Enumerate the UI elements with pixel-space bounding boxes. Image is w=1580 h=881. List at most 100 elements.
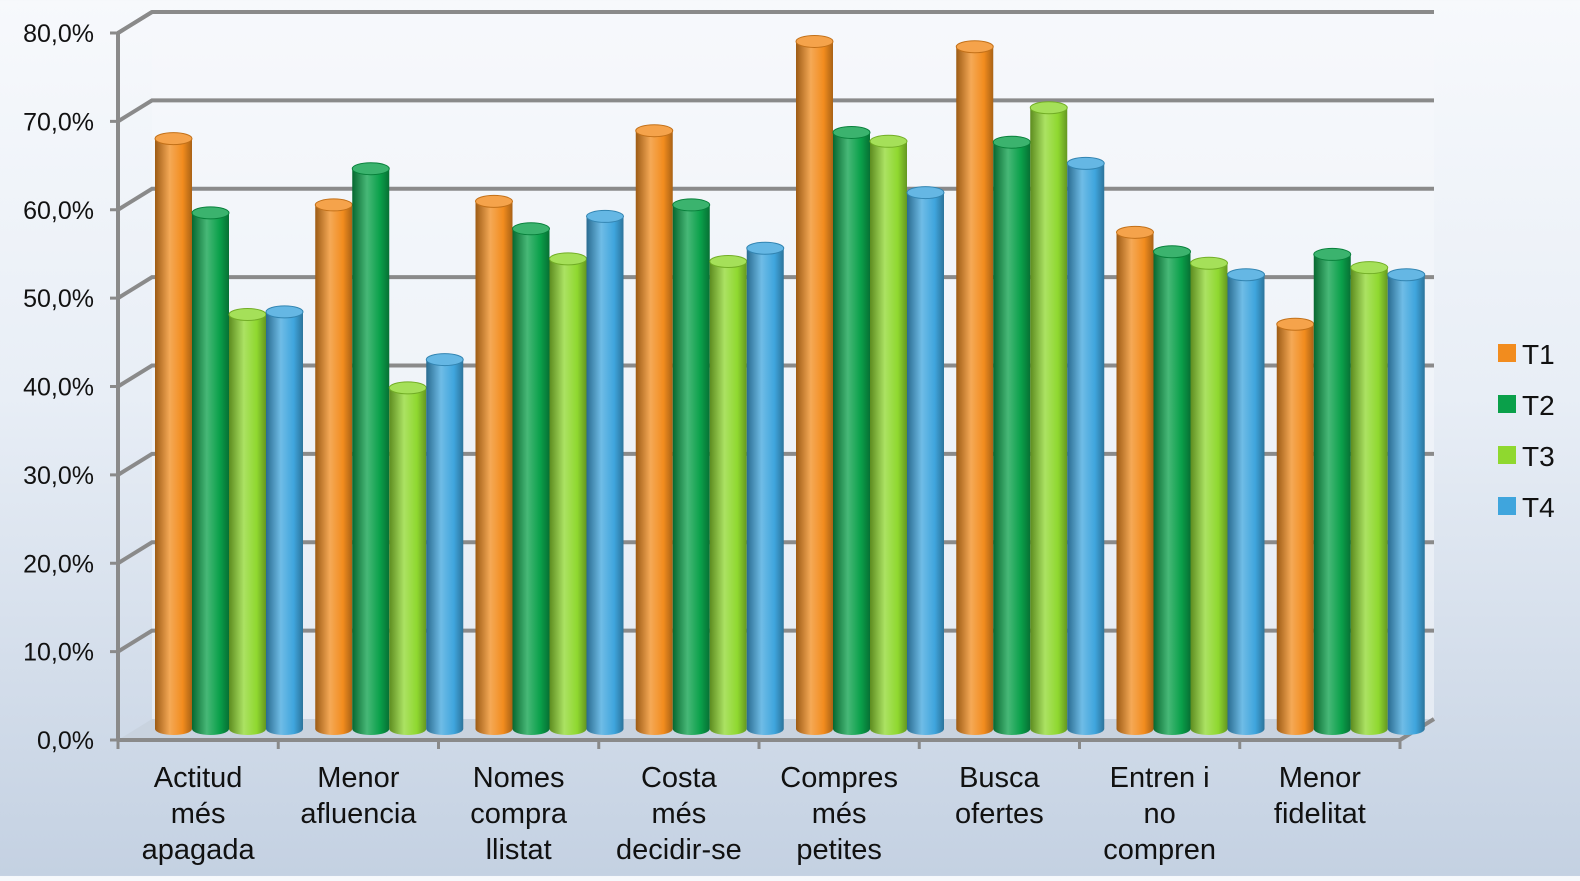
- legend-item: T2: [1498, 390, 1555, 421]
- x-tick-label-line: més: [651, 798, 706, 830]
- bar-body: [192, 213, 229, 735]
- x-tick-label-line: apagada: [142, 834, 256, 866]
- bar-body: [1351, 268, 1388, 735]
- x-tick-label-line: més: [171, 798, 226, 830]
- bar: [710, 255, 747, 735]
- bar-top: [1117, 226, 1154, 238]
- bar-top: [796, 35, 833, 47]
- bar-top: [192, 207, 229, 219]
- bar-top: [710, 255, 747, 267]
- legend-label: T3: [1522, 441, 1555, 472]
- bar: [1314, 248, 1351, 735]
- bar-body: [956, 47, 993, 735]
- bar: [476, 195, 513, 735]
- bar-body: [1154, 252, 1191, 735]
- bar-body: [155, 139, 192, 735]
- x-tick-label-line: decidir-se: [616, 834, 742, 866]
- bar: [229, 309, 266, 735]
- bar-body: [587, 216, 624, 735]
- bar: [833, 126, 870, 735]
- x-tick-label-line: Actitud: [154, 762, 243, 794]
- legend-swatch: [1498, 395, 1516, 413]
- legend-label: T2: [1522, 390, 1555, 421]
- bar: [1388, 269, 1425, 735]
- x-tick-label-line: Menor: [1279, 762, 1362, 794]
- bar: [1154, 246, 1191, 735]
- x-tick-label: Actitud més apagada: [142, 762, 256, 866]
- x-tick-label-line: llistat: [486, 834, 552, 866]
- bar-body: [833, 132, 870, 735]
- bar: [1351, 262, 1388, 735]
- bar: [550, 253, 587, 735]
- bar: [389, 382, 426, 735]
- bar-body: [476, 201, 513, 735]
- bar: [907, 187, 944, 735]
- bar: [155, 133, 192, 735]
- bar-group: [1117, 226, 1265, 735]
- x-tick-label: Menor afluencia: [300, 762, 417, 830]
- bar-top: [587, 210, 624, 222]
- x-tick-label: Busca ofertes: [955, 762, 1044, 830]
- x-tick-label-line: Compres: [780, 762, 898, 794]
- bar: [956, 41, 993, 735]
- bar-top: [747, 242, 784, 254]
- bar-top: [266, 306, 303, 318]
- bar-top: [550, 253, 587, 265]
- bar: [1030, 102, 1067, 735]
- legend-label: T1: [1522, 339, 1555, 370]
- bar: [1067, 157, 1104, 735]
- legend-swatch: [1498, 446, 1516, 464]
- bar-top: [229, 309, 266, 321]
- x-tick-label: Costa més decidir-se: [616, 762, 742, 866]
- x-tick-label-line: Costa: [641, 762, 718, 794]
- bar-body: [513, 229, 550, 735]
- bar-body: [1388, 275, 1425, 735]
- y-tick-label: 0,0%: [37, 727, 94, 755]
- y-tick-label: 30,0%: [23, 462, 94, 490]
- bar-body: [796, 41, 833, 735]
- bar-body: [1314, 254, 1351, 735]
- x-tick-label-line: Busca: [959, 762, 1040, 794]
- y-tick-label: 70,0%: [23, 108, 94, 136]
- y-tick-label: 20,0%: [23, 550, 94, 578]
- bar-body: [993, 142, 1030, 735]
- bar: [315, 199, 352, 735]
- bar-body: [550, 259, 587, 735]
- bar-top: [155, 133, 192, 145]
- legend-item: T3: [1498, 441, 1555, 472]
- bar: [192, 207, 229, 735]
- bar-top: [1351, 262, 1388, 274]
- bar-body: [673, 205, 710, 735]
- bar-top: [907, 187, 944, 199]
- bar-top: [1277, 318, 1314, 330]
- x-tick-label-line: Entren i: [1110, 762, 1210, 794]
- bar-top: [673, 199, 710, 211]
- bar-body: [1117, 232, 1154, 735]
- x-tick-label: Nomes compra llistat: [470, 762, 568, 866]
- bar: [747, 242, 784, 735]
- x-tick-label-line: petites: [796, 834, 881, 866]
- bar-top: [993, 136, 1030, 148]
- bar-top: [315, 199, 352, 211]
- legend-label: T4: [1522, 492, 1555, 523]
- bar-group: [1277, 248, 1425, 735]
- bar-body: [1067, 163, 1104, 735]
- x-axis-ticks: Actitud més apagada Menor afluencia Nomes comp…: [142, 762, 1366, 866]
- bar: [870, 135, 907, 735]
- bar: [587, 210, 624, 735]
- legend-item: T1: [1498, 339, 1555, 370]
- x-tick-label-line: no: [1143, 798, 1175, 830]
- x-tick-label-line: compren: [1103, 834, 1216, 866]
- bar-top: [1191, 257, 1228, 269]
- bar-body: [747, 248, 784, 735]
- bar-top: [956, 41, 993, 53]
- bar-top: [513, 223, 550, 235]
- bar-top: [1228, 269, 1265, 281]
- x-tick-label-line: Nomes: [473, 762, 565, 794]
- bar-group: [476, 195, 624, 735]
- x-tick-label: Compres més petites: [780, 762, 898, 866]
- bar-body: [870, 141, 907, 735]
- bar-body: [1030, 108, 1067, 735]
- y-tick-label: 60,0%: [23, 197, 94, 225]
